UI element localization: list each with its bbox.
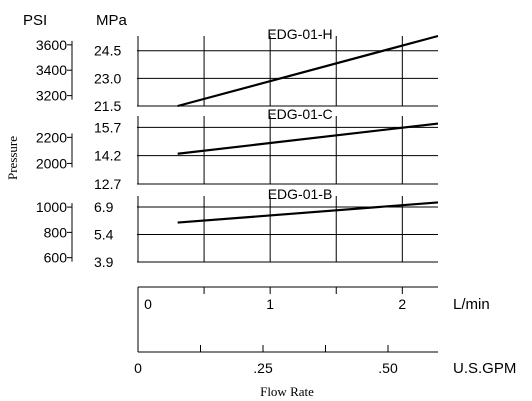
psi-unit-label: PSI bbox=[23, 12, 47, 29]
panel-title: EDG-01-B bbox=[268, 186, 333, 202]
flow-axis-group: L/min U.S.GPM Flow Rate 0 1 2 0 .25 .50 bbox=[134, 286, 516, 399]
mpa-tick-label: 21.5 bbox=[94, 98, 121, 114]
panels-group: 24.5 23.0 21.5 3600 3400 3200 EDG-01-H 15.7 14.2… bbox=[36, 26, 439, 270]
panel-edg-01-b: 6.9 5.4 3.9 1000 800 600 EDG-01-B bbox=[36, 186, 439, 270]
gpm-tick-label: .50 bbox=[378, 360, 398, 376]
psi-tick-label: 1000 bbox=[36, 199, 67, 215]
lpm-tick-label: 1 bbox=[266, 296, 274, 312]
series-line-edg-01-h bbox=[177, 34, 439, 108]
lpm-tick-label: 2 bbox=[398, 296, 406, 312]
series-line-edg-01-c bbox=[177, 122, 439, 155]
mpa-tick-label: 15.7 bbox=[94, 119, 121, 135]
psi-tick-label: 2200 bbox=[36, 129, 67, 145]
gpm-tick-label: .25 bbox=[253, 360, 273, 376]
panel-title: EDG-01-C bbox=[267, 106, 332, 122]
mpa-tick-label: 14.2 bbox=[94, 148, 121, 164]
y-axis-title: Pressure bbox=[5, 136, 20, 180]
panel-edg-01-h: 24.5 23.0 21.5 3600 3400 3200 EDG-01-H bbox=[36, 26, 439, 114]
psi-tick-label: 600 bbox=[44, 250, 68, 266]
panel-title: EDG-01-H bbox=[267, 26, 332, 42]
mpa-tick-label: 23.0 bbox=[94, 70, 121, 86]
psi-tick-label: 800 bbox=[44, 224, 68, 240]
mpa-unit-label: MPa bbox=[96, 12, 128, 29]
panel-edg-01-c: 15.7 14.2 12.7 2200 2000 EDG-01-C bbox=[36, 106, 439, 192]
psi-tick-label: 3600 bbox=[36, 37, 67, 53]
mpa-tick-label: 3.9 bbox=[94, 254, 114, 270]
mpa-tick-label: 24.5 bbox=[94, 43, 121, 59]
psi-tick-label: 3200 bbox=[36, 88, 67, 104]
gpm-tick-label: 0 bbox=[134, 360, 142, 376]
gpm-unit-label: U.S.GPM bbox=[453, 360, 516, 377]
mpa-tick-label: 12.7 bbox=[94, 176, 121, 192]
x-axis-title: Flow Rate bbox=[260, 384, 314, 399]
lpm-tick-label: 0 bbox=[144, 296, 152, 312]
lpm-unit-label: L/min bbox=[453, 296, 490, 313]
psi-tick-label: 3400 bbox=[36, 62, 67, 78]
series-line-edg-01-b bbox=[177, 201, 439, 224]
psi-tick-label: 2000 bbox=[36, 155, 67, 171]
mpa-tick-label: 6.9 bbox=[94, 199, 114, 215]
mpa-tick-label: 5.4 bbox=[94, 227, 114, 243]
